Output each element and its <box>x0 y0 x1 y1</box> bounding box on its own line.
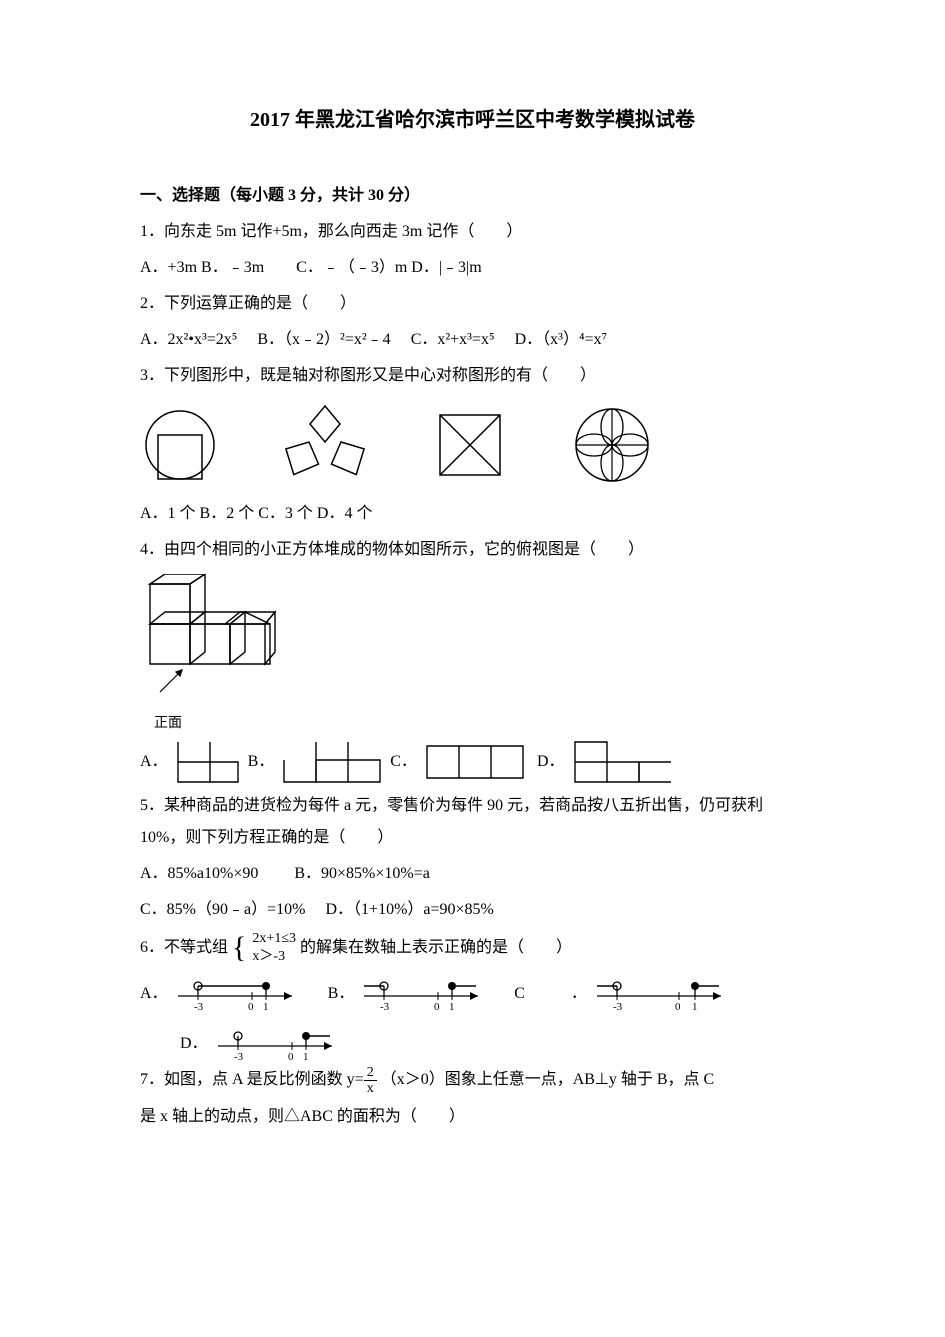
q4-opt-a-fig <box>176 740 240 784</box>
brace-icon: { <box>232 933 246 963</box>
svg-text:1: 1 <box>303 1051 309 1060</box>
q4-opt-a-label: A． <box>140 746 168 778</box>
q6-opt-c-dot: ． <box>571 978 587 1010</box>
q7-stem-pre: 7．如图，点 A 是反比例函数 y= <box>140 1071 364 1088</box>
q4-front-label: 正面 <box>154 710 805 738</box>
q6-opt-d-fig: -3 0 1 <box>214 1020 344 1060</box>
q5-opt-a: A．85%a10%×90 <box>140 865 258 882</box>
q7-stem-mid: （x＞0）图象上任意一点，AB⊥y 轴于 B，点 C <box>381 1071 715 1088</box>
page-title: 2017 年黑龙江省哈尔滨市呼兰区中考数学模拟试卷 <box>140 100 805 140</box>
q6-stem-pre: 6．不等式组 <box>140 939 228 956</box>
q6-opt-d-label: D． <box>180 1028 208 1060</box>
q6-stem: 6．不等式组 { 2x+1≤3 x＞-3 的解集在数轴上表示正确的是（ ） <box>140 930 805 966</box>
svg-text:0: 0 <box>288 1051 294 1060</box>
q3-fig-2 <box>280 400 370 490</box>
q6-opt-b-fig: -3 0 1 <box>360 970 490 1010</box>
svg-text:0: 0 <box>675 1001 681 1010</box>
section-1-heading: 一、选择题（每小题 3 分，共计 30 分） <box>140 180 805 212</box>
q4-options-row: A． B． C． D． <box>140 740 805 784</box>
q3-figures-row <box>140 400 805 490</box>
q4-opt-c-label: C． <box>390 746 417 778</box>
q4-opt-d-label: D． <box>537 746 565 778</box>
q5-opt-d: D．（1+10%）a=90×85% <box>325 901 493 918</box>
q6-opt-c-fig: -3 0 1 <box>593 970 733 1010</box>
q6-sys-1: 2x+1≤3 <box>252 930 296 948</box>
q2-opt-a: A．2x²•x³=2x⁵ <box>140 331 237 348</box>
q4-opt-d-fig <box>573 740 677 784</box>
q3-fig-1 <box>140 405 220 485</box>
q6-opt-c-label: C <box>514 978 525 1010</box>
q7-stem-line1: 7．如图，点 A 是反比例函数 y=2x （x＞0）图象上任意一点，AB⊥y 轴… <box>140 1064 805 1096</box>
q6-options: A． -3 0 1 B． <box>140 970 805 1060</box>
q3-fig-4 <box>570 403 654 487</box>
q2-options: A．2x²•x³=2x⁵ B．（x﹣2）²=x²﹣4 C．x²+x³=x⁵ D．… <box>140 324 805 356</box>
q7-stem-line2: 是 x 轴上的动点，则△ABC 的面积为（ ） <box>140 1101 805 1133</box>
svg-text:-3: -3 <box>194 1001 204 1010</box>
q7-frac-num: 2 <box>364 1065 377 1081</box>
q5-opts-row2: C．85%（90﹣a）=10% D．（1+10%）a=90×85% <box>140 894 805 926</box>
q6-opt-a-label: A． <box>140 978 168 1010</box>
exam-page: 2017 年黑龙江省哈尔滨市呼兰区中考数学模拟试卷 一、选择题（每小题 3 分，… <box>0 0 945 1197</box>
q6-opt-b-label: B． <box>328 978 355 1010</box>
svg-text:1: 1 <box>692 1001 698 1010</box>
q2-opt-b: B．（x﹣2）²=x²﹣4 <box>257 331 390 348</box>
q4-solid-figure: 正面 <box>140 574 805 738</box>
q7-frac-den: x <box>364 1081 377 1096</box>
q6-stem-post: 的解集在数轴上表示正确的是（ ） <box>300 939 572 956</box>
svg-text:1: 1 <box>449 1001 455 1010</box>
svg-text:0: 0 <box>248 1001 254 1010</box>
q1-stem: 1．向东走 5m 记作+5m，那么向西走 3m 记作（ ） <box>140 216 805 248</box>
q5-opt-c: C．85%（90﹣a）=10% <box>140 901 305 918</box>
q5-stem: 5．某种商品的进货检为每件 a 元，零售价为每件 90 元，若商品按八五折出售，… <box>140 790 805 854</box>
q4-stem: 4．由四个相同的小正方体堆成的物体如图所示，它的俯视图是（ ） <box>140 534 805 566</box>
q3-stem: 3．下列图形中，既是轴对称图形又是中心对称图形的有（ ） <box>140 360 805 392</box>
q2-opt-d: D．（x³）⁴=x⁷ <box>515 331 608 348</box>
q1-options: A．+3m B．﹣3m C．﹣（﹣3）m D．|﹣3|m <box>140 252 805 284</box>
q5-opts-row1: A．85%a10%×90 B．90×85%×10%=a <box>140 858 805 890</box>
q3-fig-3 <box>430 405 510 485</box>
svg-text:-3: -3 <box>380 1001 390 1010</box>
q5-opt-b: B．90×85%×10%=a <box>294 865 430 882</box>
q2-stem: 2．下列运算正确的是（ ） <box>140 288 805 320</box>
q4-opt-b-fig <box>282 740 382 784</box>
svg-text:0: 0 <box>434 1001 440 1010</box>
q6-system: 2x+1≤3 x＞-3 <box>252 930 296 966</box>
q6-opt-a-fig: -3 0 1 <box>174 970 304 1010</box>
q4-opt-c-fig <box>425 742 529 782</box>
q2-opt-c: C．x²+x³=x⁵ <box>411 331 495 348</box>
q3-options: A．1 个 B．2 个 C．3 个 D．4 个 <box>140 498 805 530</box>
svg-text:1: 1 <box>263 1001 269 1010</box>
q7-fraction: 2x <box>364 1065 377 1097</box>
svg-text:-3: -3 <box>613 1001 623 1010</box>
q6-sys-2: x＞-3 <box>252 948 296 966</box>
q4-opt-b-label: B． <box>248 746 275 778</box>
svg-text:-3: -3 <box>234 1051 244 1060</box>
